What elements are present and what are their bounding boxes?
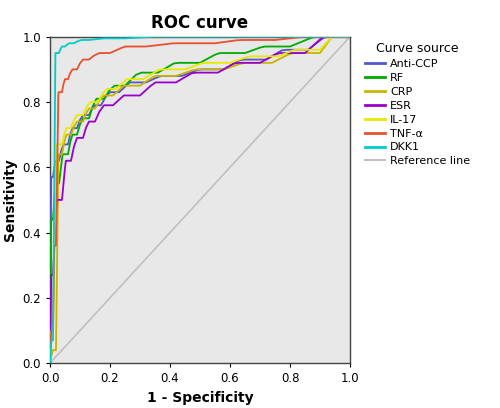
Title: ROC curve: ROC curve	[152, 14, 248, 32]
X-axis label: 1 - Specificity: 1 - Specificity	[146, 391, 254, 405]
Y-axis label: Sensitivity: Sensitivity	[3, 159, 17, 241]
Legend: Anti-CCP, RF, CRP, ESR, IL-17, TNF-α, DKK1, Reference line: Anti-CCP, RF, CRP, ESR, IL-17, TNF-α, DK…	[364, 42, 470, 166]
